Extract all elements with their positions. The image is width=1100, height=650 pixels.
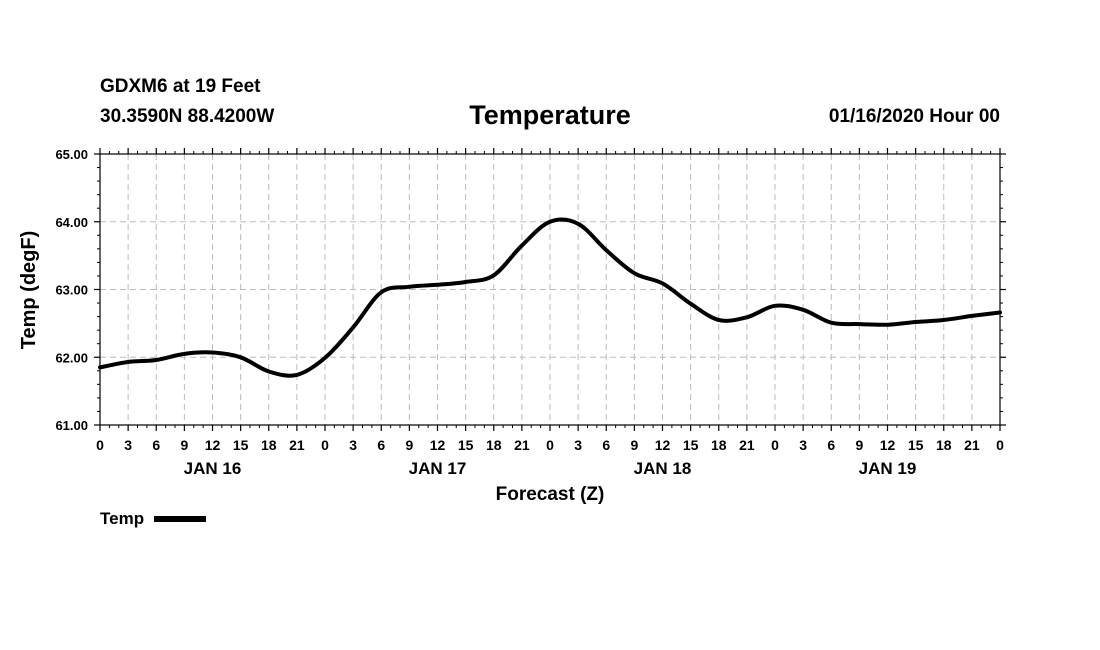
x-tick-label: 15: [233, 437, 249, 453]
axis-ticks: [94, 148, 1006, 431]
x-tick-label: 21: [514, 437, 530, 453]
day-label: JAN 17: [409, 459, 467, 478]
x-tick-label: 18: [936, 437, 952, 453]
x-tick-label: 21: [289, 437, 305, 453]
run-time-label: 01/16/2020 Hour 00: [828, 106, 1000, 127]
x-tick-label: 12: [655, 437, 671, 453]
y-tick-label: 61.00: [55, 418, 88, 433]
x-axis-label: Forecast (Z): [496, 484, 605, 505]
x-tick-label: 0: [96, 437, 104, 453]
x-tick-label: 9: [630, 437, 638, 453]
chart-title: Temperature: [469, 100, 631, 130]
station-label: GDXM6 at 19 Feet: [100, 76, 261, 97]
day-label: JAN 18: [634, 459, 692, 478]
grid-lines: [100, 154, 1000, 425]
x-tick-label: 0: [771, 437, 779, 453]
x-tick-label: 6: [152, 437, 160, 453]
y-tick-label: 64.00: [55, 215, 88, 230]
x-tick-label: 3: [349, 437, 357, 453]
x-tick-label: 15: [908, 437, 924, 453]
day-label: JAN 16: [184, 459, 242, 478]
legend: Temp: [100, 509, 207, 529]
x-tick-label: 3: [799, 437, 807, 453]
x-tick-label: 12: [205, 437, 221, 453]
x-tick-label: 18: [261, 437, 277, 453]
x-tick-label: 21: [739, 437, 755, 453]
day-label: JAN 19: [859, 459, 917, 478]
coordinates-label: 30.3590N 88.4200W: [100, 106, 275, 127]
x-tick-label: 0: [996, 437, 1004, 453]
x-tick-label: 15: [458, 437, 474, 453]
y-tick-label: 62.00: [55, 350, 88, 365]
x-tick-label: 6: [602, 437, 610, 453]
x-tick-label: 9: [405, 437, 413, 453]
y-axis-label: Temp (degF): [18, 231, 40, 350]
x-tick-label: 18: [711, 437, 727, 453]
x-tick-label: 0: [546, 437, 554, 453]
x-tick-label: 3: [124, 437, 132, 453]
x-tick-label: 6: [827, 437, 835, 453]
x-tick-label: 9: [180, 437, 188, 453]
y-tick-label: 63.00: [55, 283, 88, 298]
x-tick-label: 12: [430, 437, 446, 453]
x-tick-label: 18: [486, 437, 502, 453]
x-tick-label: 12: [880, 437, 896, 453]
temp-series-line: [98, 217, 1002, 378]
y-tick-labels: 61.00 62.00 63.00 64.00 65.00: [55, 147, 88, 433]
x-tick-label: 3: [574, 437, 582, 453]
x-tick-label: 15: [683, 437, 699, 453]
x-tick-label: 6: [377, 437, 385, 453]
day-labels: JAN 16 JAN 17 JAN 18 JAN 19: [184, 459, 917, 478]
legend-label: Temp: [100, 509, 145, 528]
x-tick-label: 21: [964, 437, 980, 453]
legend-line-swatch: [154, 516, 207, 522]
x-tick-label: 9: [855, 437, 863, 453]
y-tick-label: 65.00: [55, 147, 88, 162]
x-tick-label: 0: [321, 437, 329, 453]
x-tick-labels: 0 3 6 9 12 15 18 21 0 3 6 9 12 15 18 21 0 3 6 9 12 15 18 21 0 3 6 9…: [96, 437, 1004, 453]
